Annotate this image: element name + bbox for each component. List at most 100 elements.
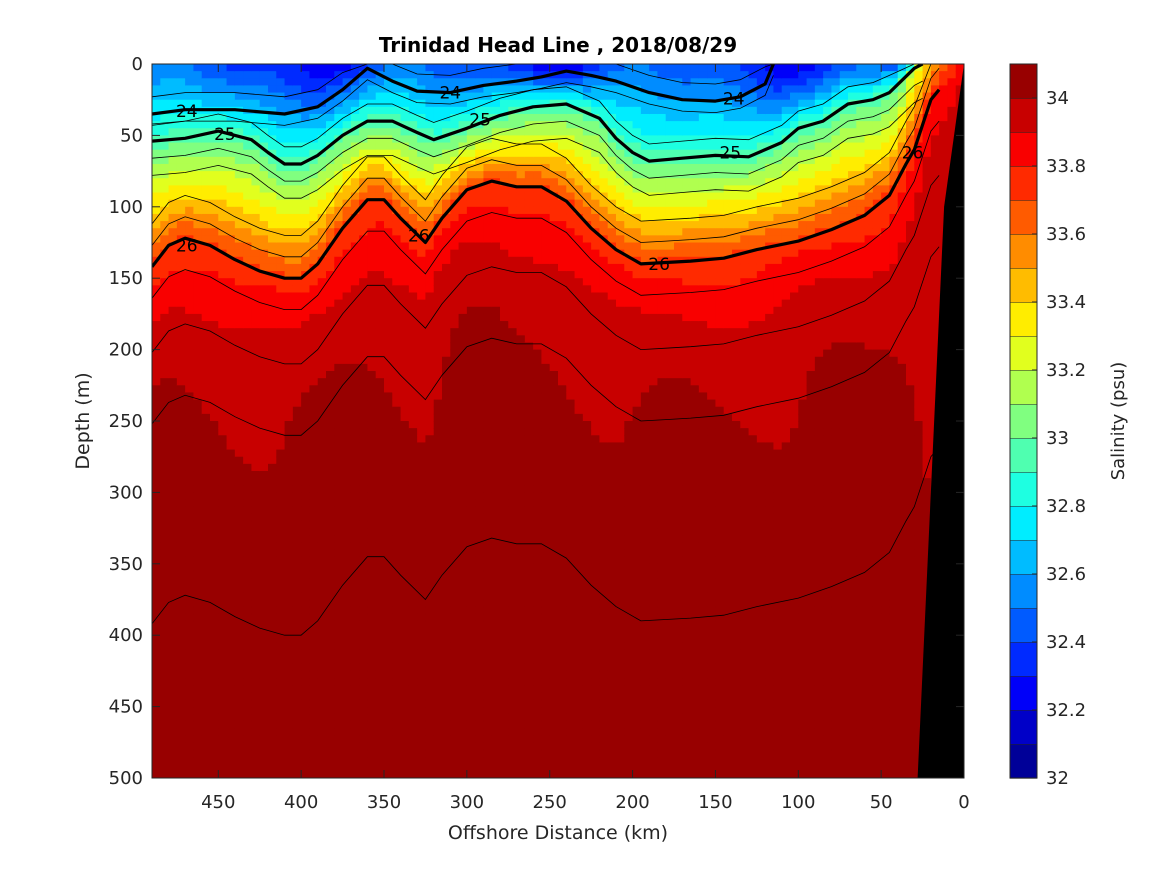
- salinity-cell: [425, 128, 435, 136]
- salinity-cell: [491, 506, 501, 515]
- salinity-cell: [334, 292, 344, 301]
- salinity-cell: [259, 321, 269, 329]
- salinity-cell: [301, 756, 311, 765]
- salinity-cell: [516, 685, 526, 693]
- salinity-cell: [375, 478, 385, 486]
- salinity-cell: [276, 520, 286, 529]
- salinity-cell: [218, 435, 228, 444]
- salinity-cell: [442, 520, 451, 529]
- salinity-cell: [309, 470, 319, 479]
- salinity-cell: [317, 770, 327, 778]
- salinity-cell: [425, 763, 435, 772]
- salinity-cell: [226, 163, 236, 172]
- salinity-cell: [442, 363, 451, 372]
- salinity-cell: [450, 549, 460, 558]
- salinity-cell: [342, 213, 352, 222]
- salinity-cell: [508, 699, 518, 708]
- salinity-cell: [367, 528, 377, 536]
- salinity-cell: [350, 306, 360, 315]
- salinity-cell: [558, 742, 567, 751]
- salinity-cell: [234, 442, 244, 451]
- salinity-cell: [533, 428, 543, 436]
- salinity-cell: [309, 378, 319, 386]
- salinity-cell: [359, 499, 369, 508]
- salinity-cell: [259, 542, 269, 551]
- salinity-cell: [176, 649, 186, 658]
- salinity-cell: [185, 292, 195, 301]
- salinity-cell: [558, 271, 567, 279]
- salinity-cell: [400, 221, 410, 229]
- salinity-cell: [491, 85, 501, 94]
- salinity-cell: [259, 435, 269, 444]
- salinity-cell: [152, 720, 161, 729]
- salinity-cell: [160, 456, 170, 465]
- salinity-cell: [516, 256, 526, 265]
- salinity-cell: [541, 556, 551, 565]
- salinity-cell: [201, 513, 211, 522]
- salinity-cell: [301, 185, 311, 194]
- salinity-cell: [350, 85, 360, 94]
- salinity-cell: [417, 178, 427, 186]
- salinity-cell: [309, 106, 319, 115]
- salinity-cell: [251, 228, 261, 236]
- salinity-cell: [251, 349, 261, 358]
- salinity-cell: [334, 299, 344, 308]
- salinity-cell: [193, 592, 203, 601]
- salinity-cell: [251, 271, 261, 279]
- salinity-cell: [475, 706, 485, 715]
- salinity-cell: [541, 492, 551, 501]
- salinity-cell: [342, 428, 352, 436]
- salinity-cell: [218, 221, 228, 229]
- salinity-cell: [475, 335, 485, 344]
- salinity-cell: [193, 99, 203, 108]
- salinity-cell: [359, 492, 369, 501]
- salinity-cell: [442, 149, 451, 158]
- salinity-cell: [433, 442, 443, 451]
- salinity-cell: [152, 385, 161, 394]
- salinity-cell: [491, 421, 501, 429]
- salinity-cell: [508, 213, 518, 222]
- salinity-cell: [549, 113, 559, 122]
- salinity-cell: [450, 292, 460, 301]
- salinity-cell: [450, 113, 460, 122]
- salinity-cell: [417, 463, 427, 472]
- salinity-cell: [292, 156, 302, 165]
- salinity-cell: [168, 349, 178, 358]
- salinity-cell: [334, 756, 344, 765]
- salinity-cell: [450, 321, 460, 329]
- salinity-cell: [326, 128, 335, 136]
- salinity-cell: [375, 342, 385, 351]
- salinity-cell: [218, 556, 228, 565]
- salinity-cell: [292, 313, 302, 322]
- salinity-cell: [309, 371, 319, 379]
- salinity-cell: [442, 606, 451, 615]
- salinity-cell: [516, 592, 526, 601]
- salinity-cell: [317, 221, 327, 229]
- salinity-cell: [193, 713, 203, 722]
- salinity-cell: [160, 363, 170, 372]
- salinity-cell: [259, 628, 269, 636]
- salinity-cell: [317, 128, 327, 136]
- salinity-cell: [218, 606, 228, 615]
- salinity-cell: [234, 599, 244, 608]
- salinity-cell: [491, 192, 501, 201]
- salinity-cell: [475, 635, 485, 643]
- salinity-cell: [342, 78, 352, 87]
- salinity-cell: [326, 392, 335, 401]
- salinity-cell: [251, 606, 261, 615]
- salinity-cell: [350, 156, 360, 165]
- salinity-cell: [226, 92, 236, 101]
- salinity-cell: [210, 442, 219, 451]
- salinity-cell: [168, 649, 178, 658]
- salinity-cell: [309, 178, 319, 186]
- salinity-cell: [276, 706, 286, 715]
- salinity-cell: [549, 121, 559, 129]
- salinity-cell: [466, 99, 476, 108]
- salinity-cell: [375, 321, 385, 329]
- salinity-cell: [516, 249, 526, 258]
- salinity-cell: [417, 71, 427, 79]
- salinity-cell: [433, 185, 443, 194]
- salinity-cell: [408, 506, 418, 515]
- salinity-cell: [400, 520, 410, 529]
- salinity-cell: [367, 413, 377, 422]
